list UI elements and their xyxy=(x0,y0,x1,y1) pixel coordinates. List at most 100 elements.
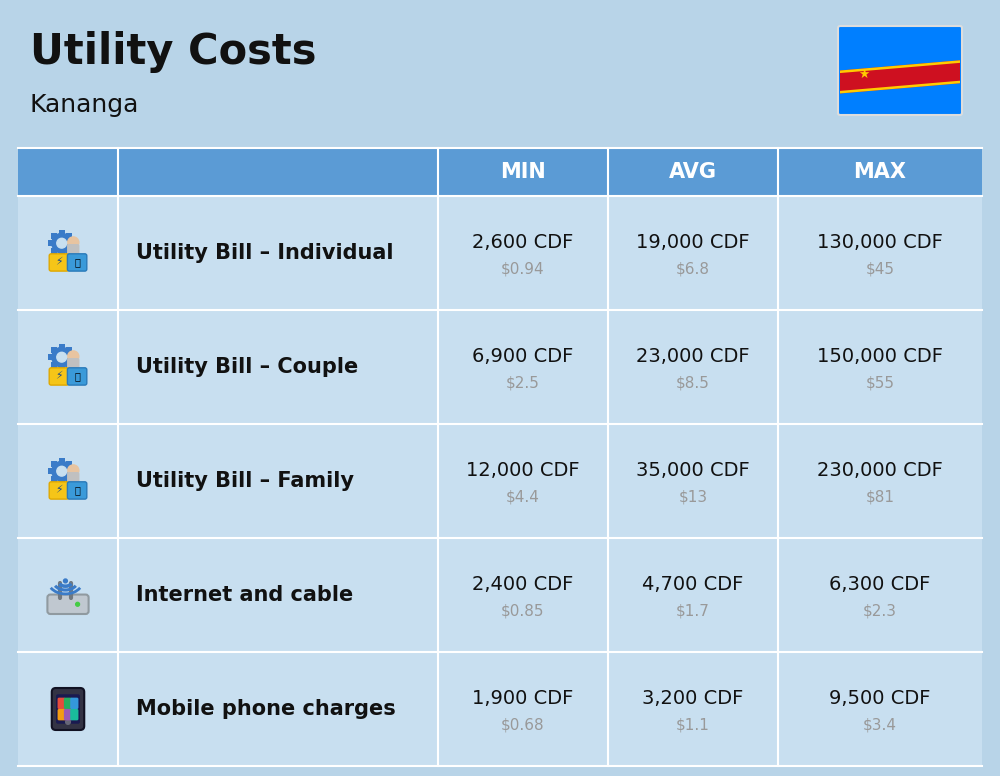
Text: 230,000 CDF: 230,000 CDF xyxy=(817,462,943,480)
Text: ⚡: ⚡ xyxy=(55,258,63,268)
FancyBboxPatch shape xyxy=(59,479,65,485)
Text: $3.4: $3.4 xyxy=(863,718,897,733)
FancyBboxPatch shape xyxy=(438,148,608,196)
Text: $6.8: $6.8 xyxy=(676,262,710,276)
FancyBboxPatch shape xyxy=(18,148,118,196)
FancyBboxPatch shape xyxy=(59,365,65,371)
Text: 130,000 CDF: 130,000 CDF xyxy=(817,234,943,252)
Text: $1.7: $1.7 xyxy=(676,604,710,618)
Text: 2,600 CDF: 2,600 CDF xyxy=(472,234,574,252)
FancyBboxPatch shape xyxy=(66,347,72,353)
Circle shape xyxy=(68,237,79,248)
Circle shape xyxy=(52,348,72,367)
Text: 2,400 CDF: 2,400 CDF xyxy=(472,576,574,594)
Text: 6,300 CDF: 6,300 CDF xyxy=(829,576,931,594)
FancyBboxPatch shape xyxy=(18,424,982,538)
Circle shape xyxy=(52,462,72,481)
FancyBboxPatch shape xyxy=(66,476,72,482)
FancyBboxPatch shape xyxy=(67,244,79,255)
Text: ⚡: ⚡ xyxy=(55,372,63,382)
FancyBboxPatch shape xyxy=(69,354,75,360)
FancyBboxPatch shape xyxy=(69,241,75,246)
FancyBboxPatch shape xyxy=(67,368,87,385)
FancyBboxPatch shape xyxy=(51,362,57,368)
Text: $45: $45 xyxy=(866,262,895,276)
Circle shape xyxy=(64,579,67,583)
Text: AVG: AVG xyxy=(669,162,717,182)
FancyBboxPatch shape xyxy=(58,698,66,709)
Circle shape xyxy=(57,238,67,248)
Polygon shape xyxy=(840,81,960,93)
Text: MIN: MIN xyxy=(500,162,546,182)
FancyBboxPatch shape xyxy=(66,248,72,254)
FancyBboxPatch shape xyxy=(51,476,57,482)
Text: Kananga: Kananga xyxy=(30,93,139,117)
FancyBboxPatch shape xyxy=(66,233,72,239)
Text: $2.5: $2.5 xyxy=(506,376,540,390)
FancyBboxPatch shape xyxy=(59,230,65,236)
Text: 150,000 CDF: 150,000 CDF xyxy=(817,348,943,366)
FancyBboxPatch shape xyxy=(48,241,54,246)
FancyBboxPatch shape xyxy=(69,468,75,474)
Text: $0.68: $0.68 xyxy=(501,718,545,733)
FancyBboxPatch shape xyxy=(56,695,80,724)
Text: $0.94: $0.94 xyxy=(501,262,545,276)
Text: 12,000 CDF: 12,000 CDF xyxy=(466,462,580,480)
FancyBboxPatch shape xyxy=(51,347,57,353)
FancyBboxPatch shape xyxy=(64,698,72,709)
Text: $0.85: $0.85 xyxy=(501,604,545,618)
Circle shape xyxy=(68,351,79,362)
Polygon shape xyxy=(840,61,960,93)
Text: $1.1: $1.1 xyxy=(676,718,710,733)
FancyBboxPatch shape xyxy=(67,482,87,499)
FancyBboxPatch shape xyxy=(58,709,66,720)
Text: 3,200 CDF: 3,200 CDF xyxy=(642,690,744,708)
Text: Utility Bill – Couple: Utility Bill – Couple xyxy=(136,357,358,377)
FancyBboxPatch shape xyxy=(70,709,78,720)
Text: 23,000 CDF: 23,000 CDF xyxy=(636,348,750,366)
Text: 6,900 CDF: 6,900 CDF xyxy=(472,348,574,366)
Text: $8.5: $8.5 xyxy=(676,376,710,390)
Text: $81: $81 xyxy=(866,490,895,504)
Text: Internet and cable: Internet and cable xyxy=(136,585,353,605)
Circle shape xyxy=(66,719,70,724)
Text: Utility Bill – Family: Utility Bill – Family xyxy=(136,471,354,491)
FancyBboxPatch shape xyxy=(48,468,54,474)
Text: $4.4: $4.4 xyxy=(506,490,540,504)
Text: ⚡: ⚡ xyxy=(55,486,63,495)
Text: 19,000 CDF: 19,000 CDF xyxy=(636,234,750,252)
FancyBboxPatch shape xyxy=(51,461,57,467)
FancyBboxPatch shape xyxy=(48,354,54,360)
FancyBboxPatch shape xyxy=(118,148,438,196)
Text: 4,700 CDF: 4,700 CDF xyxy=(642,576,744,594)
Text: $55: $55 xyxy=(866,376,895,390)
Circle shape xyxy=(52,234,72,253)
FancyBboxPatch shape xyxy=(838,26,962,115)
FancyBboxPatch shape xyxy=(67,254,87,271)
Text: 🔧: 🔧 xyxy=(74,372,80,382)
Text: MAX: MAX xyxy=(854,162,906,182)
Text: Utility Bill – Individual: Utility Bill – Individual xyxy=(136,243,394,263)
FancyBboxPatch shape xyxy=(64,709,72,720)
FancyBboxPatch shape xyxy=(608,148,778,196)
Text: 🔧: 🔧 xyxy=(74,258,80,268)
FancyBboxPatch shape xyxy=(18,538,982,652)
FancyBboxPatch shape xyxy=(59,251,65,257)
FancyBboxPatch shape xyxy=(52,688,84,730)
FancyBboxPatch shape xyxy=(51,248,57,254)
FancyBboxPatch shape xyxy=(70,698,78,709)
FancyBboxPatch shape xyxy=(18,652,982,766)
FancyBboxPatch shape xyxy=(778,148,982,196)
FancyBboxPatch shape xyxy=(49,368,69,385)
FancyBboxPatch shape xyxy=(49,254,69,271)
FancyBboxPatch shape xyxy=(66,461,72,467)
Text: 35,000 CDF: 35,000 CDF xyxy=(636,462,750,480)
Text: $13: $13 xyxy=(678,490,708,504)
Text: Mobile phone charges: Mobile phone charges xyxy=(136,699,396,719)
FancyBboxPatch shape xyxy=(51,233,57,239)
FancyBboxPatch shape xyxy=(67,472,79,483)
Circle shape xyxy=(68,465,79,476)
FancyBboxPatch shape xyxy=(49,482,69,499)
Text: $2.3: $2.3 xyxy=(863,604,897,618)
Text: ★: ★ xyxy=(858,68,870,81)
